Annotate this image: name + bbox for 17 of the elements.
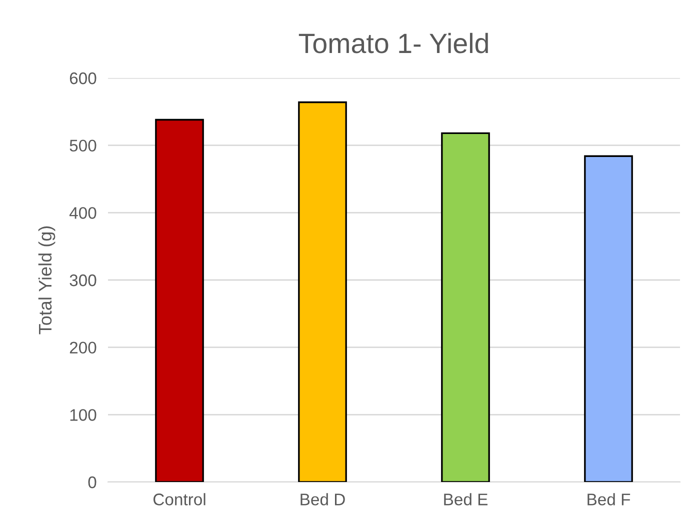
y-tick-label: 200 — [70, 342, 96, 354]
chart-title: Tomato 1- Yield — [298, 32, 488, 54]
bar — [584, 155, 633, 482]
y-tick-label: 100 — [70, 409, 96, 421]
x-tick-label: Bed D — [300, 493, 345, 506]
bar — [441, 132, 490, 482]
x-tick-label: Control — [153, 493, 206, 506]
y-tick-label: 500 — [70, 140, 96, 152]
bar — [298, 101, 347, 482]
y-axis-title: Total Yield (g) — [38, 226, 56, 334]
bar — [155, 118, 204, 482]
y-tick-label: 600 — [70, 72, 96, 84]
x-tick-label: Bed F — [588, 493, 630, 506]
y-tick-label: 400 — [69, 207, 96, 219]
x-tick-label: Bed E — [444, 493, 488, 506]
y-tick-label: 0 — [88, 476, 96, 488]
y-tick-label: 300 — [70, 274, 96, 286]
